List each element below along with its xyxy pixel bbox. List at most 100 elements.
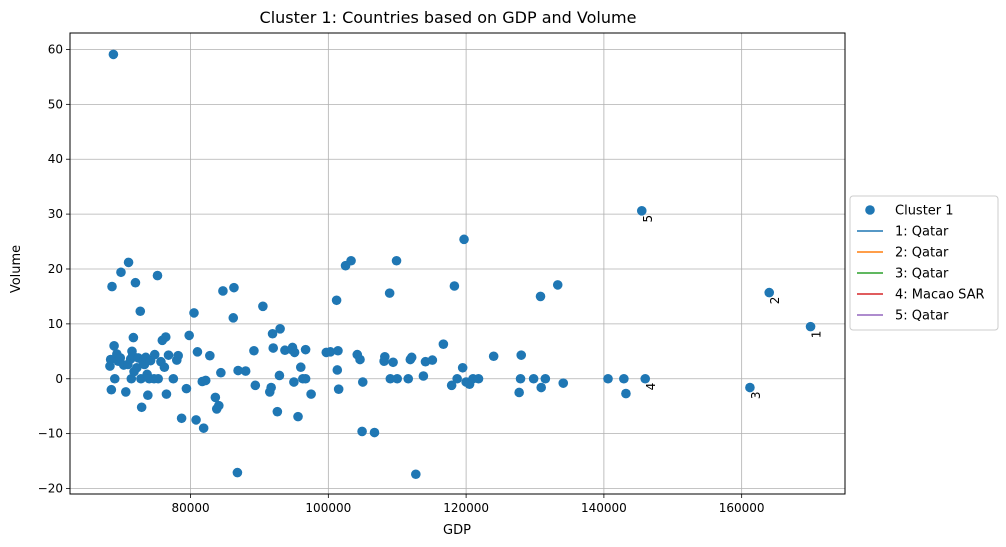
y-tick-label: 50: [48, 97, 63, 111]
y-tick-label: −10: [38, 427, 63, 441]
data-point: [176, 413, 187, 424]
data-point: [535, 291, 546, 302]
legend-label: Cluster 1: [895, 204, 954, 219]
y-tick-label: 10: [48, 317, 63, 331]
data-point: [249, 345, 259, 356]
data-point: [191, 415, 201, 425]
data-point: [192, 347, 203, 357]
data-point: [331, 295, 342, 306]
data-point: [258, 301, 268, 312]
data-point: [384, 288, 395, 298]
data-point: [216, 367, 226, 378]
y-tick-label: 20: [48, 262, 63, 276]
legend: Cluster 1 1: Qatar 2: Qatar 3: Qatar 4: Maca…: [849, 195, 999, 331]
data-point: [333, 384, 344, 394]
plot-area-frame: [69, 32, 846, 495]
data-point: [135, 306, 146, 317]
data-point: [267, 328, 278, 339]
legend-marker: [865, 205, 875, 215]
data-point: [473, 373, 484, 384]
y-tick-label: −20: [38, 482, 63, 496]
data-point: [427, 355, 438, 365]
x-tick-label: 100000: [305, 501, 351, 515]
data-point: [160, 332, 171, 342]
data-point: [109, 373, 120, 384]
data-point: [189, 308, 199, 318]
data-point: [536, 382, 546, 393]
data-point: [452, 373, 462, 384]
x-axis-label: GDP: [443, 523, 471, 538]
data-point: [391, 255, 402, 266]
data-point: [272, 406, 283, 417]
data-point: [275, 324, 285, 334]
data-point: [115, 353, 126, 363]
data-point: [240, 366, 251, 376]
data-point: [449, 281, 460, 291]
data-point: [173, 350, 183, 361]
data-point: [540, 373, 551, 384]
legend-label: 2: Qatar: [895, 246, 949, 261]
data-point: [325, 347, 336, 357]
data-point: [636, 206, 647, 216]
data-point: [218, 286, 228, 296]
data-point: [168, 373, 179, 384]
data-point: [289, 347, 300, 358]
data-point: [200, 375, 211, 386]
y-tick-label: 30: [48, 207, 63, 221]
data-point: [619, 373, 629, 384]
data-point: [107, 281, 117, 292]
data-point: [128, 332, 139, 343]
data-point: [805, 321, 816, 332]
data-point: [392, 373, 403, 384]
data-point: [355, 354, 365, 365]
data-point: [268, 343, 279, 353]
legend-box: [849, 195, 999, 331]
x-axis-ticks: 80000 100000 120000 140000 160000: [171, 494, 765, 515]
data-point: [300, 344, 311, 355]
x-tick-label: 80000: [171, 501, 209, 515]
data-point: [152, 270, 163, 281]
data-point: [346, 255, 356, 266]
data-point: [161, 389, 172, 399]
data-point: [388, 357, 398, 368]
data-point: [153, 373, 163, 384]
data-point: [385, 373, 396, 384]
data-point: [116, 267, 126, 278]
data-point: [132, 362, 142, 373]
data-point: [411, 469, 421, 480]
data-point: [438, 339, 449, 349]
data-point: [106, 384, 117, 395]
data-point: [108, 49, 119, 60]
legend-label: 5: Qatar: [895, 309, 949, 324]
y-tick-label: 0: [55, 372, 63, 386]
data-point: [184, 330, 194, 341]
data-point: [233, 365, 243, 376]
x-tick-label: 160000: [719, 501, 765, 515]
data-point: [406, 352, 417, 363]
data-point: [105, 354, 116, 365]
data-point: [446, 380, 457, 391]
data-point: [357, 377, 368, 387]
data-point: [764, 287, 775, 298]
data-point: [210, 392, 221, 403]
data-point: [121, 387, 131, 397]
grid: [70, 33, 845, 494]
data-point: [369, 427, 380, 438]
data-point: [516, 350, 527, 360]
data-point: [229, 282, 239, 293]
data-point: [459, 234, 469, 245]
annotations: 1 2 3 4 5: [641, 215, 824, 399]
data-point: [266, 382, 276, 393]
y-axis-ticks: −20 −10 0 10 20 30 40 50 60: [38, 42, 70, 496]
data-point: [488, 351, 499, 362]
data-point: [640, 373, 651, 384]
data-point: [295, 362, 306, 373]
data-point: [332, 365, 343, 375]
data-point: [143, 390, 153, 401]
data-point: [357, 426, 367, 437]
data-point: [300, 373, 311, 384]
data-point: [558, 378, 569, 388]
data-point: [289, 377, 299, 387]
legend-label: 4: Macao SAR: [895, 288, 985, 303]
data-point: [130, 277, 141, 288]
